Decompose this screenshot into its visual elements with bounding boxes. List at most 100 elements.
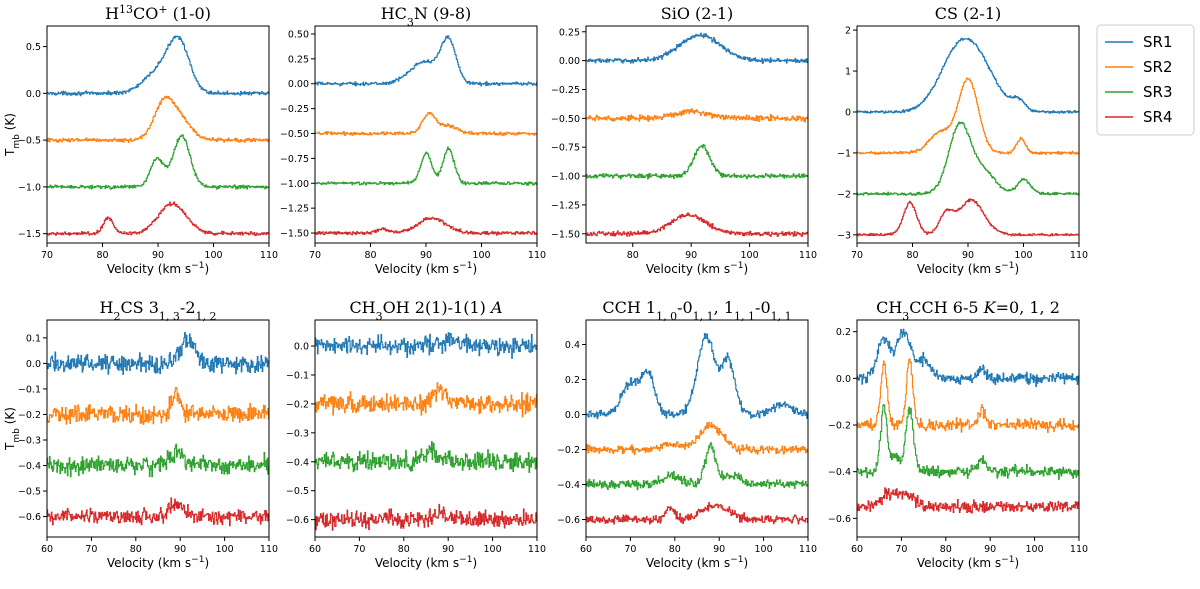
y-tick-label: −0.2 <box>286 399 309 410</box>
x-tick-label: 70 <box>41 250 53 261</box>
x-axis-label: Velocity (km s−1) <box>646 555 748 570</box>
y-tick-label: −2 <box>837 189 851 200</box>
y-tick-label: 0.5 <box>26 42 41 53</box>
y-tick-label: 0.25 <box>288 54 309 65</box>
panel-title: CS (2-1) <box>935 4 1002 23</box>
x-tick-label: 110 <box>1070 250 1088 261</box>
spectrum-panel: 60 70 80 90 100 110 −0.6 −0.5 −0.4 −0.3 −0.2 −0.1 0.… <box>3 298 278 570</box>
y-tick-label: −0.6 <box>286 515 309 526</box>
y-tick-label: −0.25 <box>280 104 309 115</box>
x-tick-label: 110 <box>799 544 817 555</box>
panel-grid: 70 80 90 100 110 −1.5 −1.0 −0.5 0.0 0.5 H13CO+ (1-… <box>3 3 1088 571</box>
x-tick-label: 110 <box>260 250 278 261</box>
y-tick-label: 0.50 <box>288 29 309 40</box>
y-tick-label: −0.4 <box>828 467 851 478</box>
x-tick-label: 100 <box>472 250 490 261</box>
x-tick-label: 70 <box>895 544 907 555</box>
y-tick-label: −0.50 <box>280 129 309 140</box>
legend-item-sr3: SR3 <box>1105 83 1173 101</box>
x-tick-label: 90 <box>962 250 974 261</box>
spectrum-panel: 70 80 90 100 110 −1.5 −1.0 −0.5 0.0 0.5 H13CO+ (1-… <box>3 3 278 277</box>
y-tick-label: −1.25 <box>551 200 580 211</box>
y-tick-label: −0.75 <box>280 154 309 165</box>
legend-label: SR1 <box>1143 33 1173 51</box>
spectrum-line-sr2 <box>315 111 537 137</box>
y-tick-label: −1.25 <box>280 204 309 215</box>
x-axis-label: Velocity (km s−1) <box>646 261 748 276</box>
spectrum-line-sr1 <box>315 35 537 87</box>
spectrum-line-sr1 <box>586 332 808 420</box>
x-tick-label: 90 <box>984 544 996 555</box>
spectrum-line-sr4 <box>47 201 269 237</box>
y-tick-label: −0.6 <box>828 514 851 525</box>
spectrum-line-sr2 <box>586 421 808 456</box>
x-tick-label: 80 <box>398 544 410 555</box>
x-axis-label: Velocity (km s−1) <box>375 555 477 570</box>
x-tick-label: 100 <box>755 544 773 555</box>
x-tick-label: 80 <box>669 544 681 555</box>
spectrum-line-sr2 <box>47 95 269 144</box>
y-tick-label: −0.6 <box>557 515 580 526</box>
x-tick-label: 90 <box>713 544 725 555</box>
spectrum-line-sr2 <box>857 77 1079 156</box>
x-tick-label: 80 <box>906 250 918 261</box>
spectrum-line-sr3 <box>315 441 537 473</box>
spectrum-panel: 70 80 90 100 110 −3 −2 −1 0 1 2 CS (2-1) Velocity (k… <box>837 4 1088 276</box>
spectrum-line-sr2 <box>586 108 808 123</box>
spectrum-line-sr1 <box>315 332 537 359</box>
spectrum-line-sr3 <box>586 144 808 180</box>
y-tick-label: 0.1 <box>26 333 41 344</box>
y-tick-label: 0.0 <box>26 359 41 370</box>
legend-label: SR4 <box>1143 108 1173 126</box>
x-tick-label: 70 <box>851 250 863 261</box>
x-tick-label: 90 <box>442 544 454 555</box>
panel-title: CCH 11, 0-01, 1, 11, 1-01, 1 <box>602 298 791 323</box>
x-tick-label: 80 <box>130 544 142 555</box>
y-tick-label: −1.50 <box>551 229 580 240</box>
spectrum-line-sr4 <box>315 503 537 531</box>
x-tick-label: 80 <box>627 250 639 261</box>
spectrum-line-sr4 <box>586 502 808 525</box>
x-axis-label: Velocity (km s−1) <box>375 261 477 276</box>
x-tick-label: 80 <box>364 250 376 261</box>
spectrum-line-sr2 <box>47 386 269 425</box>
legend-item-sr1: SR1 <box>1105 33 1173 51</box>
x-tick-label: 70 <box>85 544 97 555</box>
x-tick-label: 110 <box>799 250 817 261</box>
y-tick-label: 1 <box>845 67 851 78</box>
x-tick-label: 100 <box>1014 250 1032 261</box>
legend-label: SR2 <box>1143 58 1173 76</box>
y-tick-label: 0.2 <box>836 327 851 338</box>
y-tick-label: −0.2 <box>18 410 41 421</box>
legend-label: SR3 <box>1143 83 1173 101</box>
spectrum-line-sr1 <box>857 37 1079 114</box>
x-tick-label: 110 <box>1070 544 1088 555</box>
spectrum-panel: 60 70 80 90 100 110 −0.6 −0.5 −0.4 −0.3 −0.2 −0.1 0.… <box>286 298 546 570</box>
plot-frame <box>46 25 270 244</box>
spectrum-panel: 60 70 80 90 100 110 −0.6 −0.4 −0.2 0.0 0.2 CH3CCH 6… <box>828 298 1088 570</box>
x-tick-label: 110 <box>528 250 546 261</box>
x-tick-label: 100 <box>216 544 234 555</box>
y-tick-label: −0.5 <box>18 487 41 498</box>
y-tick-label: −0.50 <box>551 114 580 125</box>
panel-title: SiO (2-1) <box>661 4 734 23</box>
x-tick-label: 90 <box>685 250 697 261</box>
y-tick-label: 0.4 <box>565 340 580 351</box>
y-tick-label: −1.00 <box>551 172 580 183</box>
spectrum-line-sr3 <box>315 146 537 186</box>
spectrum-panel: 60 70 80 90 100 110 −0.6 −0.4 −0.2 0.0 0.2 0.4 CCH 1… <box>557 298 817 570</box>
panel-title: HC3N (9-8) <box>381 4 472 29</box>
y-tick-label: −1.0 <box>18 182 41 193</box>
x-tick-label: 80 <box>96 250 108 261</box>
legend-item-sr2: SR2 <box>1105 58 1173 76</box>
y-tick-label: 0.00 <box>559 56 580 67</box>
spectrum-line-sr2 <box>315 382 537 418</box>
y-tick-label: 0.2 <box>565 375 580 386</box>
spectrum-line-sr1 <box>586 32 808 64</box>
x-tick-label: 100 <box>1026 544 1044 555</box>
plot-frame <box>314 319 538 538</box>
y-tick-label: −0.4 <box>286 457 309 468</box>
y-tick-label: −0.3 <box>286 428 309 439</box>
panel-title: H2CS 31, 3-21, 2 <box>99 298 216 323</box>
